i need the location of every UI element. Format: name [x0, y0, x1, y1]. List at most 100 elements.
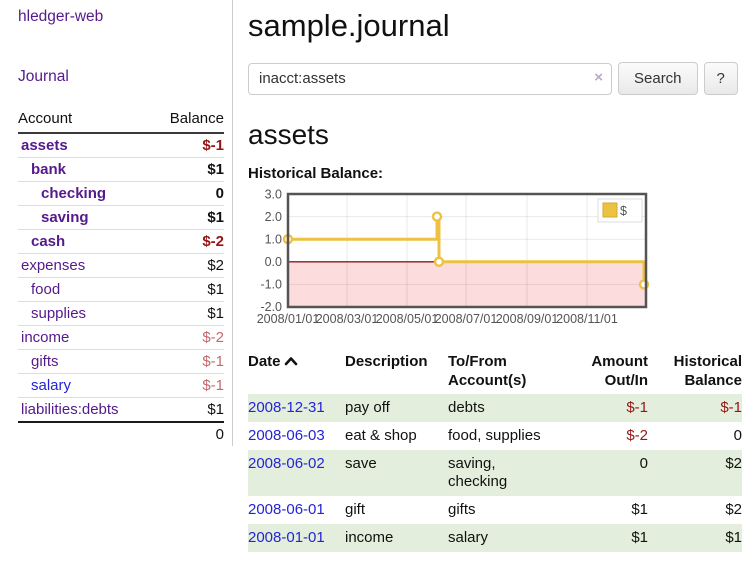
chart-y-ticks: 3.0 2.0 1.0 0.0 -1.0 -2.0 [260, 188, 282, 315]
transaction-balance: $-1 [720, 399, 742, 416]
account-row: liabilities:debts $1 [18, 397, 224, 423]
register-header-amount: Amount Out/In [591, 353, 648, 389]
transaction-amount: 0 [639, 455, 648, 472]
account-link-liabilities-debts[interactable]: liabilities:debts [21, 401, 119, 418]
account-balance: $1 [207, 305, 224, 322]
account-link-saving[interactable]: saving [41, 209, 89, 226]
account-link-checking[interactable]: checking [41, 185, 107, 202]
account-row: assets $-1 [18, 133, 224, 158]
transaction-row: 2008-06-03 eat & shop food, supplies $-2… [248, 422, 742, 450]
svg-text:0.0: 0.0 [265, 255, 282, 269]
transaction-amount: $1 [631, 501, 648, 518]
account-link-bank[interactable]: bank [31, 161, 67, 178]
legend-label: $ [620, 204, 627, 218]
search-input[interactable] [248, 62, 612, 95]
search-button[interactable]: Search [618, 62, 698, 95]
svg-text:2008/03/01: 2008/03/01 [316, 312, 379, 326]
account-balance: $1 [207, 161, 224, 178]
accounts-header-account: Account [18, 110, 73, 127]
account-balance: 0 [215, 185, 224, 202]
register-header-accounts: To/From Account(s) [448, 353, 527, 389]
transaction-description: income [345, 529, 394, 546]
transaction-date-link[interactable]: 2008-06-03 [248, 427, 325, 444]
svg-text:2008/11/01: 2008/11/01 [556, 312, 618, 326]
account-link-expenses[interactable]: expenses [21, 257, 86, 274]
accounts-table: Account Balance assets $-1 bank $1 check… [18, 107, 224, 446]
transaction-row: 2008-12-31 pay off debts $-1 $-1 [248, 394, 742, 422]
register-table: Date Description To/From Account(s) Amou… [248, 350, 742, 552]
transaction-accounts: salary [448, 529, 489, 546]
register-header-date[interactable]: Date [248, 350, 345, 394]
account-balance: $1 [207, 281, 224, 298]
account-balance: $-2 [202, 233, 224, 250]
account-row: food $1 [18, 277, 224, 302]
transaction-date-link[interactable]: 2008-01-01 [248, 529, 325, 546]
account-link-supplies[interactable]: supplies [31, 305, 87, 322]
svg-text:2008/07/01: 2008/07/01 [435, 312, 498, 326]
transaction-balance: 0 [733, 427, 742, 444]
account-link-assets[interactable]: assets [21, 137, 68, 154]
account-balance: $1 [207, 209, 224, 226]
transaction-balance: $2 [725, 455, 742, 472]
transaction-amount: $-1 [626, 399, 648, 416]
transaction-date-link[interactable]: 2008-06-02 [248, 455, 325, 472]
transaction-row: 2008-06-02 save saving, checking 0 $2 [248, 450, 742, 496]
clear-search-icon[interactable]: × [594, 68, 603, 86]
account-balance: $2 [207, 257, 224, 274]
account-row: income $-2 [18, 325, 224, 350]
transaction-description: pay off [345, 399, 390, 416]
transaction-accounts: gifts [448, 501, 476, 518]
account-link-salary[interactable]: salary [31, 377, 72, 394]
main-content: sample.journal × Search ? assets Histori… [248, 0, 742, 552]
chart-legend: $ [597, 198, 643, 223]
transaction-amount: $1 [631, 529, 648, 546]
transaction-description: gift [345, 501, 366, 518]
account-link-gifts[interactable]: gifts [31, 353, 59, 370]
svg-text:2008/01/01: 2008/01/01 [257, 312, 320, 326]
transaction-description: save [345, 455, 377, 472]
search-form: × Search ? [248, 62, 742, 95]
transaction-accounts: food, supplies [448, 427, 541, 444]
transaction-date-link[interactable]: 2008-06-01 [248, 501, 325, 518]
transaction-row: 2008-06-01 gift gifts $1 $2 [248, 496, 742, 524]
transaction-amount: $-2 [626, 427, 648, 444]
account-row: supplies $1 [18, 301, 224, 326]
chart-negative-region [288, 261, 646, 307]
account-row: saving $1 [18, 205, 224, 230]
account-link-cash[interactable]: cash [31, 233, 66, 250]
account-balance: $1 [207, 401, 224, 418]
transaction-description: eat & shop [345, 427, 417, 444]
transaction-balance: $1 [725, 529, 742, 546]
help-button[interactable]: ? [703, 62, 738, 95]
svg-text:2008/09/01: 2008/09/01 [496, 312, 559, 326]
sidebar: hledger-web Journal Account Balance asse… [0, 0, 233, 446]
transaction-balance: $2 [725, 501, 742, 518]
app-title-link[interactable]: hledger-web [18, 8, 104, 25]
account-row: cash $-2 [18, 229, 224, 254]
sidebar-item-journal[interactable]: Journal [18, 68, 69, 85]
accounts-header-balance: Balance [169, 110, 224, 127]
transaction-accounts: saving, checking [448, 455, 508, 490]
register-header-description: Description [345, 353, 428, 370]
chart-x-ticks: 2008/01/01 2008/03/01 2008/05/01 2008/07… [257, 312, 618, 326]
svg-text:-2.0: -2.0 [260, 300, 282, 314]
svg-text:-1.0: -1.0 [260, 278, 282, 292]
account-row: salary $-1 [18, 373, 224, 398]
legend-swatch [602, 202, 618, 218]
chart-title: Historical Balance: [248, 165, 384, 182]
account-balance: $-1 [202, 137, 224, 154]
account-balance: $-2 [202, 329, 224, 346]
transaction-row: 2008-01-01 income salary $1 $1 [248, 524, 742, 552]
account-link-income[interactable]: income [21, 329, 70, 346]
svg-text:2.0: 2.0 [265, 210, 282, 224]
page-title: sample.journal [248, 8, 450, 43]
account-link-food[interactable]: food [31, 281, 61, 298]
chart-canvas[interactable]: $ 3.0 2.0 1.0 0.0 -1.0 -2.0 2008/01/01 2… [248, 188, 650, 330]
account-row: checking 0 [18, 181, 224, 206]
historical-balance-chart[interactable]: $ 3.0 2.0 1.0 0.0 -1.0 -2.0 2008/01/01 2… [248, 188, 650, 334]
account-row: expenses $2 [18, 253, 224, 278]
svg-text:2008/05/01: 2008/05/01 [376, 312, 439, 326]
sort-ascending-icon [284, 353, 298, 372]
account-balance: $-1 [202, 377, 224, 394]
transaction-date-link[interactable]: 2008-12-31 [248, 399, 325, 416]
